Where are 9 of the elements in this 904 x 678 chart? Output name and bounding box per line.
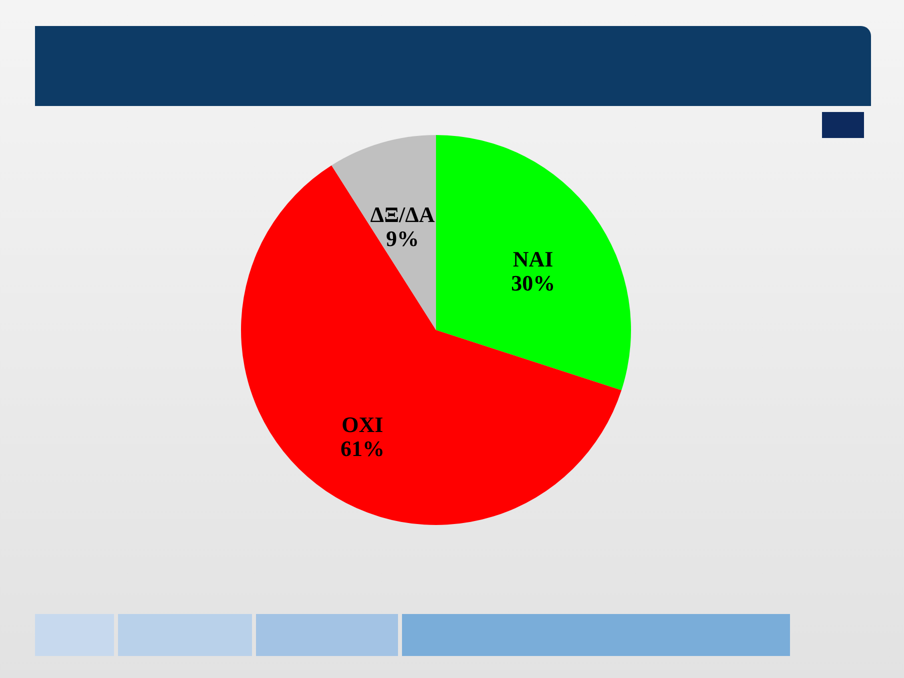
- slice-label: ΟΧΙ: [342, 412, 384, 437]
- slice-label: ΔΞ/ΔΑ: [370, 202, 435, 227]
- pie-slice: [241, 165, 622, 525]
- data-label: 9%: [386, 226, 420, 251]
- data-label: 30%: [511, 270, 556, 296]
- data-label: 61%: [340, 436, 384, 461]
- slice-label: ΝΑΙ: [512, 246, 554, 272]
- pie-slice: [436, 135, 631, 390]
- pie-slice: [332, 135, 436, 330]
